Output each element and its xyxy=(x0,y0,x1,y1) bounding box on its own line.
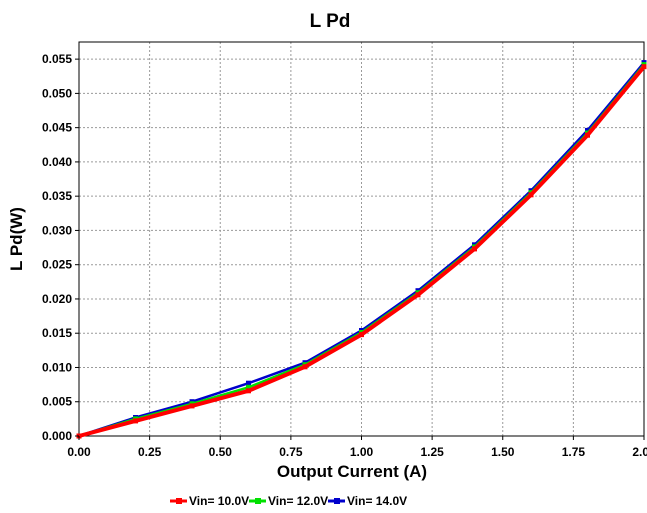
x-tick-label: 1.25 xyxy=(420,445,444,459)
data-point xyxy=(528,192,534,198)
x-axis-ticks: 0.00 0.25 0.50 0.75 1.00 1.25 1.50 1.75 2.00 xyxy=(67,436,647,459)
x-tick-label: 0.00 xyxy=(67,445,91,459)
legend-label: Vin= 10.0V xyxy=(189,494,249,508)
y-tick-label: 0.025 xyxy=(42,258,72,272)
data-point xyxy=(246,380,251,386)
x-tick-label: 0.75 xyxy=(279,445,303,459)
legend-label: Vin= 14.0V xyxy=(347,494,407,508)
data-point xyxy=(415,292,421,298)
legend-item-1: Vin= 10.0V xyxy=(170,494,249,508)
x-tick-label: 0.50 xyxy=(209,445,233,459)
data-point xyxy=(246,384,251,390)
chart-title: L Pd xyxy=(310,11,351,32)
x-tick-label: 1.00 xyxy=(350,445,374,459)
legend-label: Vin= 12.0V xyxy=(268,494,328,508)
y-tick-label: 0.050 xyxy=(42,86,72,100)
y-tick-label: 0.005 xyxy=(42,395,72,409)
y-tick-label: 0.010 xyxy=(42,360,72,374)
y-tick-label: 0.040 xyxy=(42,155,72,169)
y-axis-label: L Pd(W) xyxy=(7,207,26,271)
data-point xyxy=(585,127,590,133)
y-tick-label: 0.030 xyxy=(42,223,72,237)
data-point xyxy=(472,246,477,252)
y-axis-ticks: 0.000 0.005 0.010 0.015 0.020 0.025 0.030 0.035… xyxy=(42,52,79,443)
data-point xyxy=(585,132,590,138)
grid-layer xyxy=(79,42,644,436)
x-tick-label: 1.50 xyxy=(491,445,515,459)
x-axis-label: Output Current (A) xyxy=(277,462,427,481)
series-3 xyxy=(76,60,647,439)
y-tick-label: 0.055 xyxy=(42,52,72,66)
y-tick-label: 0.000 xyxy=(42,429,72,443)
x-tick-label: 2.00 xyxy=(632,445,647,459)
x-tick-label: 1.75 xyxy=(562,445,586,459)
data-point xyxy=(246,388,251,394)
y-tick-label: 0.015 xyxy=(42,326,72,340)
series-layer xyxy=(76,60,647,439)
legend-item-2: Vin= 12.0V xyxy=(249,494,328,508)
legend-marker xyxy=(334,498,340,504)
y-tick-label: 0.020 xyxy=(42,292,72,306)
x-tick-label: 0.25 xyxy=(138,445,162,459)
y-tick-label: 0.045 xyxy=(42,121,72,135)
data-point xyxy=(302,364,308,370)
legend-marker xyxy=(176,498,182,504)
data-point xyxy=(641,64,647,70)
data-point xyxy=(133,418,138,424)
legend-item-3: Vin= 14.0V xyxy=(328,494,407,508)
data-point xyxy=(189,403,195,409)
data-point xyxy=(359,332,364,338)
y-tick-label: 0.035 xyxy=(42,189,72,203)
legend-marker xyxy=(255,498,261,504)
legend: Vin= 10.0V Vin= 12.0V Vin= 14.0V xyxy=(170,494,407,508)
